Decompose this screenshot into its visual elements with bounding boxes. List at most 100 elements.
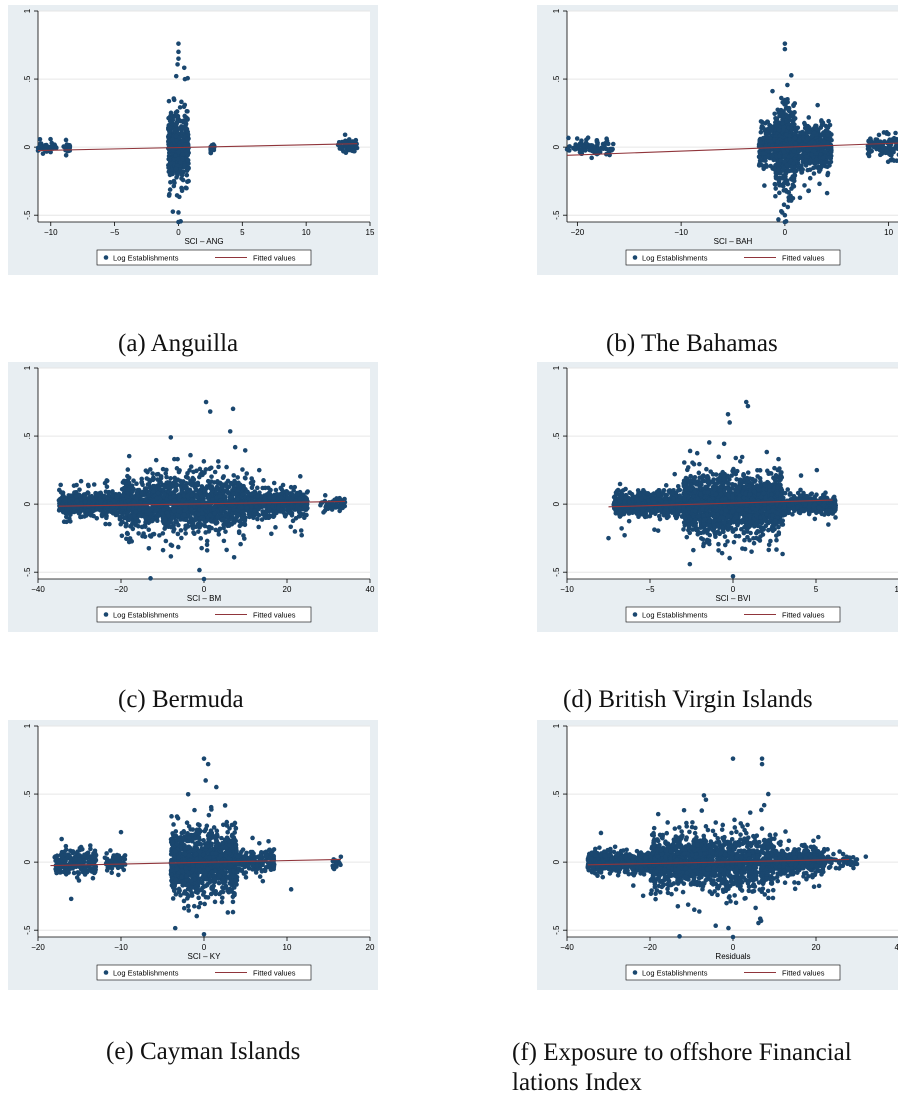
data-point: [182, 142, 188, 148]
data-point: [808, 158, 813, 163]
data-point: [175, 126, 181, 131]
data-point: [779, 95, 784, 101]
data-point: [76, 511, 82, 516]
data-point: [170, 137, 175, 142]
data-point: [792, 135, 798, 141]
data-point: [150, 518, 155, 523]
legend-box: [96, 249, 312, 266]
data-point: [101, 493, 107, 499]
data-point: [139, 480, 144, 485]
data-point: [760, 136, 766, 141]
data-point: [167, 495, 173, 500]
data-point: [203, 467, 209, 472]
data-point: [797, 195, 803, 201]
data-point: [329, 501, 335, 507]
legend-box: [625, 249, 841, 266]
data-point: [183, 531, 188, 536]
data-point: [107, 501, 113, 506]
data-point: [117, 515, 123, 520]
legend-box: [96, 606, 312, 623]
data-point: [104, 478, 110, 483]
data-point: [667, 488, 673, 493]
data-point: [789, 164, 794, 170]
data-point: [155, 477, 160, 482]
data-point: [168, 476, 173, 481]
data-point: [207, 409, 213, 414]
data-point: [236, 530, 242, 536]
x-tick-label: 10: [302, 228, 311, 237]
data-point: [772, 166, 777, 172]
data-point: [130, 521, 135, 526]
data-point: [90, 497, 96, 502]
y-tick-label: 0: [23, 501, 32, 506]
data-point: [178, 160, 183, 165]
data-point: [782, 41, 788, 46]
data-point: [183, 185, 189, 191]
data-point: [805, 136, 811, 141]
data-point: [119, 520, 125, 525]
data-point: [768, 125, 774, 130]
data-point: [346, 145, 351, 151]
data-point: [204, 548, 210, 553]
data-point: [781, 149, 787, 155]
data-point: [210, 147, 216, 152]
data-point: [40, 151, 46, 156]
data-point: [789, 186, 794, 191]
data-point: [197, 466, 203, 472]
data-point: [188, 515, 193, 520]
chart-panel-anguilla: -.5 0.5 1 −10 −5 0 5 10 15 SCI – ANG Log Establish…: [8, 5, 378, 275]
data-point: [62, 497, 68, 503]
data-point: [302, 504, 307, 509]
data-point: [279, 491, 284, 496]
data-point: [91, 482, 97, 487]
data-point: [219, 517, 225, 522]
data-point: [279, 486, 284, 492]
data-point: [258, 494, 264, 499]
data-point: [221, 522, 226, 528]
data-point: [826, 118, 831, 124]
data-point: [799, 163, 804, 169]
data-point: [589, 155, 594, 161]
data-point: [184, 172, 190, 178]
data-point: [198, 472, 203, 477]
data-point: [271, 512, 276, 517]
data-point: [83, 513, 89, 518]
data-point: [295, 491, 300, 497]
data-point: [180, 152, 186, 157]
y-tick-label: 0: [552, 501, 561, 506]
data-point: [778, 110, 784, 116]
y-tick-label: -.5: [552, 210, 561, 220]
data-point: [787, 137, 792, 142]
data-point: [48, 136, 53, 142]
data-point: [757, 154, 762, 160]
data-point: [811, 171, 817, 176]
data-point: [67, 516, 72, 521]
data-point: [232, 444, 238, 450]
data-point: [224, 480, 229, 486]
data-point: [288, 510, 294, 515]
caption-bahamas: (b) The Bahamas: [606, 330, 778, 357]
data-point: [127, 536, 133, 541]
data-point: [761, 125, 766, 131]
data-point: [220, 482, 225, 487]
data-point: [158, 503, 164, 508]
data-point: [82, 495, 88, 500]
data-point: [203, 530, 208, 535]
data-point: [811, 165, 816, 171]
data-point: [151, 488, 156, 494]
data-point: [779, 208, 784, 214]
legend: Log Establishments Fitted values: [96, 249, 312, 266]
data-point: [175, 62, 180, 67]
data-point: [174, 156, 180, 162]
data-point: [163, 471, 169, 476]
data-point: [167, 482, 173, 488]
data-point: [191, 530, 196, 535]
data-point: [574, 136, 580, 141]
data-point: [166, 513, 171, 519]
data-point: [256, 467, 262, 473]
data-point: [792, 116, 798, 121]
data-point: [206, 525, 211, 530]
data-point: [189, 497, 195, 503]
data-point: [257, 498, 262, 504]
